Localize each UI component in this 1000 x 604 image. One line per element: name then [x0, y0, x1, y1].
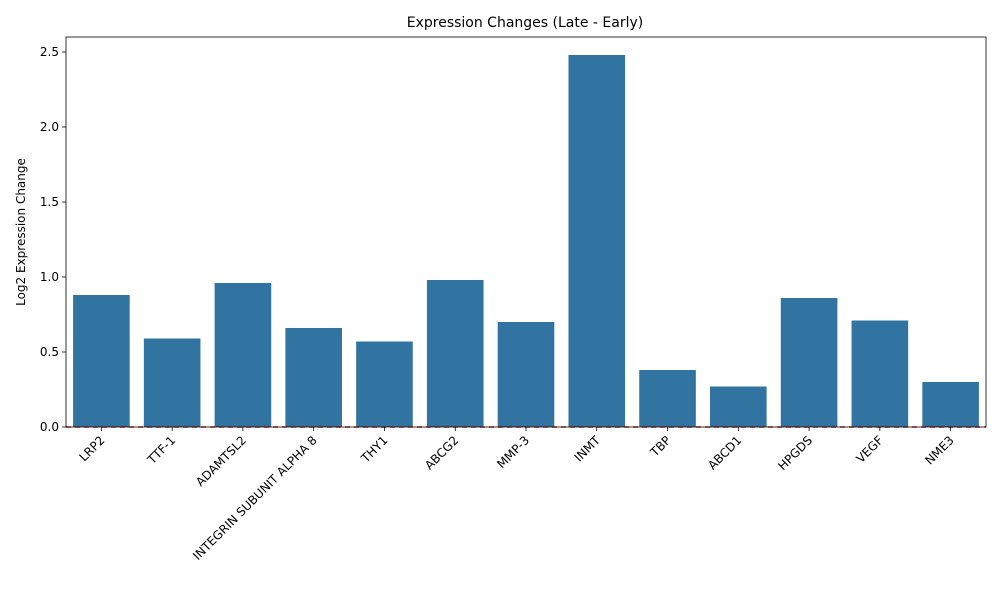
x-tick-label: MMP-3 [494, 433, 532, 471]
y-axis-ticks: 0.0 0.5 1.0 1.5 2.0 2.5 [40, 45, 66, 434]
x-tick-label: ABCG2 [422, 433, 461, 472]
x-tick-label: INMT [572, 433, 604, 465]
y-axis-label: Log2 Expression Change [14, 158, 28, 306]
x-tick-label: ABCD1 [705, 433, 744, 472]
x-tick-label: NME3 [922, 433, 956, 467]
bar-ttf-1 [143, 338, 201, 427]
bar-abcd1 [710, 386, 767, 427]
bar-hpgds [780, 298, 838, 427]
y-tick-label: 1.0 [40, 270, 59, 284]
x-tick-label: HPGDS [775, 433, 815, 473]
plot-frame [65, 36, 987, 428]
bar-mmp-3 [497, 322, 555, 427]
x-tick-label: INTEGRIN SUBUNIT ALPHA 8 [190, 433, 320, 563]
x-tick-label: TTF-1 [144, 433, 178, 467]
bar-adamtsl2 [214, 283, 272, 427]
bar-lrp2 [73, 295, 130, 427]
bar-nme3 [922, 382, 979, 427]
y-tick-label: 2.5 [40, 45, 59, 59]
bar-thy1 [356, 341, 413, 427]
x-tick-label: VEGF [853, 433, 886, 466]
bar-tbp [639, 370, 696, 427]
y-tick-label: 0.5 [40, 345, 59, 359]
y-tick-label: 0.0 [40, 420, 59, 434]
x-tick-label: TBP [647, 433, 674, 460]
y-tick-label: 1.5 [40, 195, 59, 209]
bar-abcg2 [426, 280, 484, 427]
bar-vegf [851, 320, 909, 427]
x-tick-label: ADAMTSL2 [193, 433, 249, 489]
bar-integrin-subunit-alpha-8 [285, 328, 342, 427]
x-tick-label: THY1 [358, 433, 391, 466]
y-tick-label: 2.0 [40, 120, 59, 134]
bars-group [73, 55, 979, 427]
chart-title: Expression Changes (Late - Early) [407, 15, 644, 31]
x-tick-label: LRP2 [76, 433, 107, 464]
bar-inmt [568, 55, 626, 427]
